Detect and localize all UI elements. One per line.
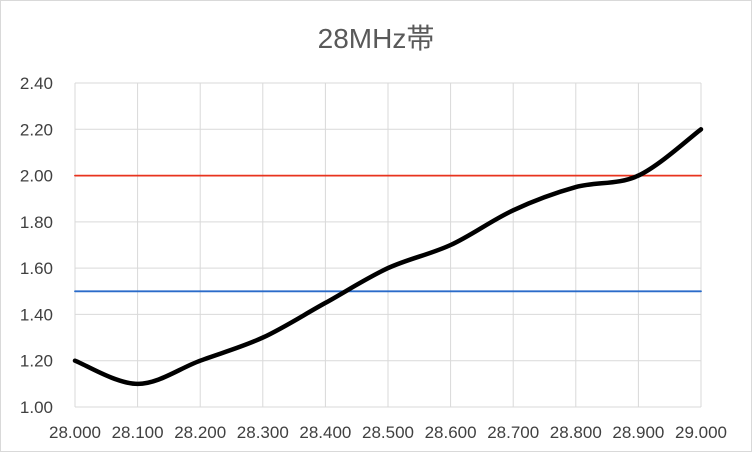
y-tick-label: 1.80	[20, 213, 53, 232]
x-tick-label: 28.500	[362, 423, 414, 442]
y-tick-label: 1.00	[20, 398, 53, 417]
y-tick-label: 2.00	[20, 167, 53, 186]
x-tick-label: 28.700	[487, 423, 539, 442]
swr-curve-line	[72, 127, 704, 387]
y-tick-label: 2.20	[20, 120, 53, 139]
chart-title: 28MHz帯	[318, 23, 435, 54]
y-tick-label: 2.40	[20, 74, 53, 93]
x-tick-label: 28.400	[299, 423, 351, 442]
y-axis-labels: 1.00 1.20 1.40 1.60 1.80 2.00 2.20 2.40	[20, 74, 53, 417]
y-tick-label: 1.40	[20, 305, 53, 324]
x-tick-label: 28.000	[49, 423, 101, 442]
gridlines	[74, 82, 702, 408]
x-axis-labels: 28.000 28.100 28.200 28.300 28.400 28.500 28.6…	[49, 423, 727, 442]
x-tick-label: 28.600	[425, 423, 477, 442]
y-tick-label: 1.60	[20, 259, 53, 278]
y-tick-label: 1.20	[20, 352, 53, 371]
x-tick-label: 28.300	[237, 423, 289, 442]
series-layer	[72, 127, 704, 387]
x-tick-label: 29.000	[675, 423, 727, 442]
x-tick-label: 28.800	[550, 423, 602, 442]
x-tick-label: 28.900	[612, 423, 664, 442]
x-tick-label: 28.200	[174, 423, 226, 442]
x-tick-label: 28.100	[112, 423, 164, 442]
